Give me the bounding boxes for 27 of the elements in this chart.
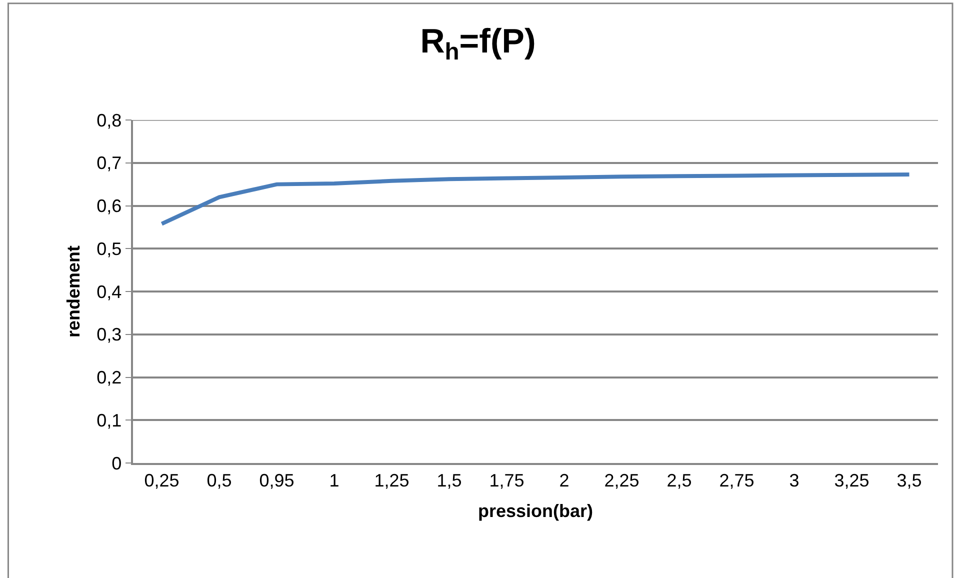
x-tick-label: 1,5 <box>436 470 462 490</box>
x-tick-label: 0,5 <box>206 470 232 490</box>
x-tick-label: 3,25 <box>834 470 870 490</box>
x-tick-label: 1,75 <box>489 470 524 490</box>
y-tick-label: 0,5 <box>96 238 122 259</box>
x-axis-title: pression(bar) <box>478 500 594 521</box>
x-tick-label: 1,25 <box>374 470 410 490</box>
y-tick-label: 0,4 <box>96 282 122 302</box>
y-axis-title: rendement <box>63 245 84 338</box>
x-tick-label: 0,95 <box>259 470 294 490</box>
x-tick-label: 2,75 <box>719 470 754 490</box>
chart-title: R$_{h}$=f(P) <box>420 22 536 66</box>
x-tick-label: 2,5 <box>666 470 692 490</box>
x-tick-label: 2 <box>559 470 570 490</box>
y-tick-label: 0,1 <box>96 410 122 430</box>
x-tick-label: 3 <box>789 470 800 490</box>
x-tick-label: 2,25 <box>604 470 640 490</box>
y-tick-label: 0,8 <box>96 110 122 130</box>
y-tick-label: 0,6 <box>96 196 122 216</box>
y-tick-label: 0,2 <box>96 368 122 388</box>
y-tick-label: 0 <box>112 453 122 474</box>
x-tick-label: 1 <box>329 470 340 490</box>
x-tick-label: 3,5 <box>896 470 922 490</box>
x-tick-label: 0,25 <box>144 470 180 490</box>
line-series <box>160 172 912 226</box>
y-tick-label: 0,7 <box>96 153 122 174</box>
y-tick-label: 0,3 <box>96 324 122 345</box>
